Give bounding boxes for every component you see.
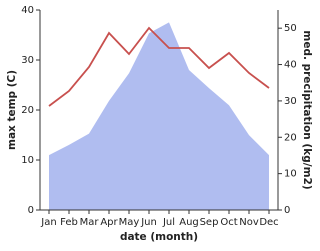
- x-tick-label: May: [119, 217, 140, 228]
- y2-tick-label: 20: [284, 132, 297, 143]
- x-tick-label: Mar: [80, 217, 100, 228]
- y-tick-label: 20: [21, 105, 34, 116]
- x-tick-label: Oct: [220, 217, 237, 228]
- x-tick-label: Nov: [239, 217, 259, 228]
- y-tick-label: 30: [21, 55, 34, 66]
- y2-tick-label: 50: [284, 23, 297, 34]
- y2-tick-label: 0: [284, 205, 290, 216]
- chart: date (month) max temp (C) med. precipita…: [6, 5, 313, 243]
- y2-axis-label: med. precipitation (kg/m2): [301, 30, 313, 189]
- x-tick-label: Jul: [162, 217, 175, 228]
- y2-tick-label: 40: [284, 60, 297, 71]
- y-tick-label: 10: [21, 155, 34, 166]
- x-tick-label: Dec: [259, 217, 278, 228]
- y2-tick-label: 30: [284, 96, 297, 107]
- temperature-line: [48, 26, 270, 107]
- y-axis-label: max temp (C): [6, 70, 18, 150]
- x-axis-label: date (month): [120, 231, 198, 243]
- x-tick-label: Jan: [40, 217, 56, 228]
- y-tick-label: 40: [21, 5, 34, 16]
- x-tick-label: Jun: [140, 217, 157, 228]
- x-tick-label: Sep: [200, 217, 219, 228]
- precipitation-area: [49, 22, 269, 211]
- x-tick-label: Feb: [60, 217, 78, 228]
- x-tick-label: Aug: [179, 217, 199, 228]
- y-tick-label: 0: [28, 205, 34, 216]
- x-tick-label: Apr: [100, 217, 118, 228]
- y2-tick-label: 10: [284, 169, 297, 180]
